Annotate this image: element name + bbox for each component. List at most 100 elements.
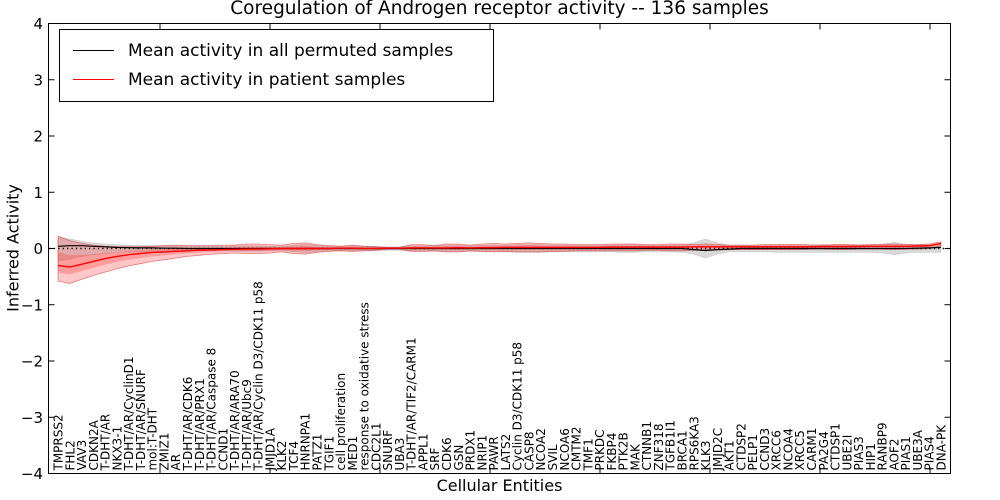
svg-text:response to oxidative stress: response to oxidative stress (358, 302, 372, 470)
svg-text:T-DHT/AR/CDK6: T-DHT/AR/CDK6 (181, 377, 195, 472)
svg-text:NCOA4: NCOA4 (781, 428, 795, 470)
svg-text:AKT1: AKT1 (723, 440, 737, 470)
svg-text:TGIF1: TGIF1 (322, 436, 336, 472)
svg-text:PELP1: PELP1 (746, 434, 760, 470)
y-tick-labels: −4 −3 −2 −1 0 1 2 3 4 (21, 15, 43, 483)
svg-text:BRCA1: BRCA1 (675, 430, 689, 470)
svg-text:PIAS4: PIAS4 (923, 436, 937, 470)
legend-item-permuted: Mean activity in all permuted samples (60, 36, 493, 65)
svg-text:UBE3A: UBE3A (911, 429, 925, 470)
svg-text:MAK: MAK (628, 443, 642, 471)
svg-text:CCND3: CCND3 (758, 428, 772, 471)
svg-text:AR: AR (169, 454, 183, 471)
svg-text:−3: −3 (21, 409, 43, 427)
svg-text:MED1: MED1 (346, 436, 360, 471)
svg-text:NKX3-1: NKX3-1 (110, 426, 124, 471)
mean-line-permuted (57, 245, 942, 252)
svg-text:UBE2I: UBE2I (840, 435, 854, 471)
svg-text:cell proliferation: cell proliferation (334, 373, 348, 471)
svg-text:T-DHT/AR: T-DHT/AR (99, 414, 113, 472)
svg-text:PATZ1: PATZ1 (311, 434, 325, 471)
svg-text:PAWR: PAWR (487, 436, 501, 470)
svg-text:PA2G4: PA2G4 (817, 431, 831, 470)
svg-text:PIAS3: PIAS3 (852, 436, 866, 470)
svg-text:JMJD2C: JMJD2C (711, 428, 725, 472)
svg-text:SNURF: SNURF (381, 430, 395, 471)
svg-text:2: 2 (33, 128, 43, 146)
chart-title: Coregulation of Androgen receptor activi… (230, 0, 769, 19)
svg-text:PTK2B: PTK2B (617, 432, 631, 470)
svg-text:CMTM2: CMTM2 (570, 426, 584, 470)
svg-text:T-DHT/AR/Caspase 8: T-DHT/AR/Caspase 8 (205, 348, 219, 472)
svg-text:T-DHT/AR/Cyclin D3/CDK11 p58: T-DHT/AR/Cyclin D3/CDK11 p58 (252, 281, 266, 471)
svg-text:−2: −2 (21, 353, 43, 371)
x-category-labels: TMPRSS2FHL2VAV3CDKN2AT-DHT/ARNKX3-1T-DHT… (52, 281, 949, 471)
svg-text:CDKN2A: CDKN2A (87, 419, 101, 470)
legend-label-permuted: Mean activity in all permuted samples (128, 40, 454, 61)
svg-text:KLK3: KLK3 (699, 440, 713, 470)
svg-text:T-DHT/AR/ARA70: T-DHT/AR/ARA70 (228, 370, 242, 471)
svg-text:0: 0 (33, 240, 43, 258)
svg-text:LATS2: LATS2 (499, 434, 513, 471)
svg-text:T-DHT/AR/CyclinD1: T-DHT/AR/CyclinD1 (122, 356, 136, 471)
svg-text:JMJD1A: JMJD1A (263, 427, 277, 471)
svg-text:HNRNPA1: HNRNPA1 (299, 413, 313, 471)
svg-text:−1: −1 (21, 296, 43, 314)
svg-text:APPL1: APPL1 (416, 433, 430, 470)
svg-text:ZMIZ1: ZMIZ1 (157, 433, 171, 471)
y-axis-label: Inferred Activity (3, 184, 23, 312)
svg-text:FKBP4: FKBP4 (605, 433, 619, 471)
svg-text:HIP1: HIP1 (864, 443, 878, 470)
svg-text:RPS6KA3: RPS6KA3 (687, 416, 701, 470)
axis-ticks (48, 23, 951, 474)
svg-text:DNA-PK: DNA-PK (935, 424, 949, 471)
svg-text:FHL2: FHL2 (63, 440, 77, 470)
legend: Mean activity in all permuted samples Me… (59, 29, 494, 102)
svg-text:NCOA6: NCOA6 (558, 428, 572, 470)
red-line-sample (73, 79, 114, 80)
svg-text:CDC2L1: CDC2L1 (369, 423, 383, 471)
svg-text:SVIL: SVIL (546, 444, 560, 470)
legend-label-patient: Mean activity in patient samples (128, 69, 406, 90)
svg-text:T-DHT/AR/PRX1: T-DHT/AR/PRX1 (193, 378, 207, 471)
svg-text:TGFB1I1: TGFB1I1 (664, 420, 678, 472)
svg-text:−4: −4 (21, 465, 43, 483)
svg-text:NRIP1: NRIP1 (475, 435, 489, 471)
svg-text:T-DHT/AR/TIF2/CARM1: T-DHT/AR/TIF2/CARM1 (405, 337, 419, 471)
svg-text:T-DHT/AR/SNURF: T-DHT/AR/SNURF (134, 369, 148, 472)
svg-text:4: 4 (33, 15, 43, 33)
svg-text:PRKDC: PRKDC (593, 429, 607, 470)
svg-text:PIAS1: PIAS1 (899, 436, 913, 470)
mean-line-patient (57, 242, 942, 268)
x-axis-label: Cellular Entities (436, 476, 563, 495)
svg-text:CARM1: CARM1 (805, 428, 819, 471)
svg-text:CCND1: CCND1 (216, 428, 230, 471)
svg-text:PRDX1: PRDX1 (464, 430, 478, 471)
svg-text:Cyclin D3/CDK11 p58: Cyclin D3/CDK11 p58 (511, 342, 525, 471)
svg-text:3: 3 (33, 71, 43, 89)
svg-text:CTDSP2: CTDSP2 (734, 423, 748, 470)
svg-text:VAV3: VAV3 (75, 440, 89, 471)
svg-text:CDK6: CDK6 (440, 437, 454, 470)
svg-text:CTNNB1: CTNNB1 (640, 421, 654, 471)
svg-text:UBA3: UBA3 (393, 438, 407, 471)
svg-text:ZNF318: ZNF318 (652, 423, 666, 470)
svg-text:TMPRSS2: TMPRSS2 (52, 414, 66, 471)
svg-text:TCF4: TCF4 (287, 441, 301, 472)
legend-item-patient: Mean activity in patient samples (60, 65, 493, 94)
svg-text:T-DHT/AR/Ubc9: T-DHT/AR/Ubc9 (240, 379, 254, 471)
svg-text:mol:T-DHT: mol:T-DHT (146, 407, 160, 470)
svg-text:NCOA2: NCOA2 (534, 428, 548, 470)
svg-text:TMF1: TMF1 (581, 438, 595, 471)
black-line-sample (73, 50, 114, 51)
svg-text:GSN: GSN (452, 445, 466, 471)
svg-text:SRF: SRF (428, 448, 442, 471)
svg-text:CTDSP1: CTDSP1 (829, 423, 843, 470)
svg-text:1: 1 (33, 184, 43, 202)
svg-text:KLK2: KLK2 (275, 440, 289, 470)
confidence-band-patient (57, 235, 942, 284)
svg-text:XRCC5: XRCC5 (793, 430, 807, 470)
svg-text:AOF2: AOF2 (887, 439, 901, 471)
